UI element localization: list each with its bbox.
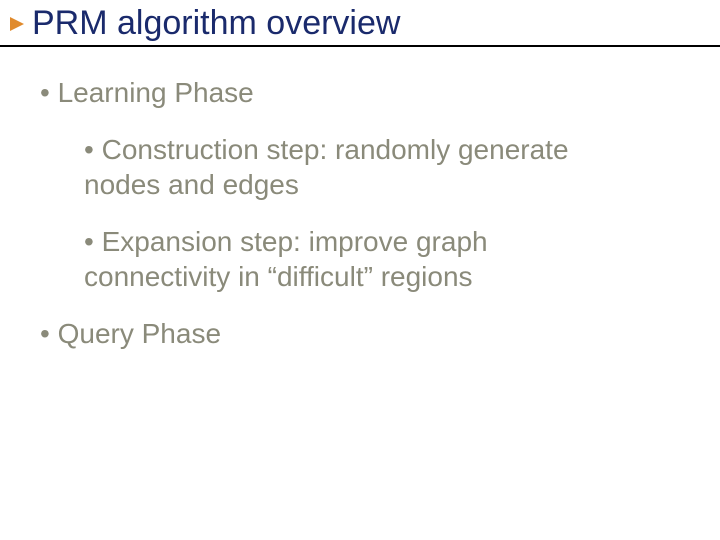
bullet-dot-icon: • bbox=[40, 77, 50, 108]
slide-title: PRM algorithm overview bbox=[32, 4, 400, 43]
play-triangle-icon bbox=[8, 15, 26, 33]
bullet-text: Learning Phase bbox=[58, 77, 254, 108]
bullet-level1: • Learning Phase bbox=[40, 75, 680, 110]
bullet-text: Query Phase bbox=[58, 318, 221, 349]
bullet-text: Construction step: randomly generate nod… bbox=[84, 134, 569, 200]
bullet-level2: • Expansion step: improve graph connecti… bbox=[84, 224, 604, 294]
slide-body: • Learning Phase • Construction step: ra… bbox=[0, 47, 720, 351]
bullet-dot-icon: • bbox=[40, 318, 50, 349]
bullet-level1: • Query Phase bbox=[40, 316, 680, 351]
bullet-text: Expansion step: improve graph connectivi… bbox=[84, 226, 488, 292]
title-row: PRM algorithm overview bbox=[0, 0, 720, 45]
bullet-dot-icon: • bbox=[84, 134, 94, 165]
bullet-dot-icon: • bbox=[84, 226, 94, 257]
slide: PRM algorithm overview • Learning Phase … bbox=[0, 0, 720, 540]
bullet-level2: • Construction step: randomly generate n… bbox=[84, 132, 604, 202]
